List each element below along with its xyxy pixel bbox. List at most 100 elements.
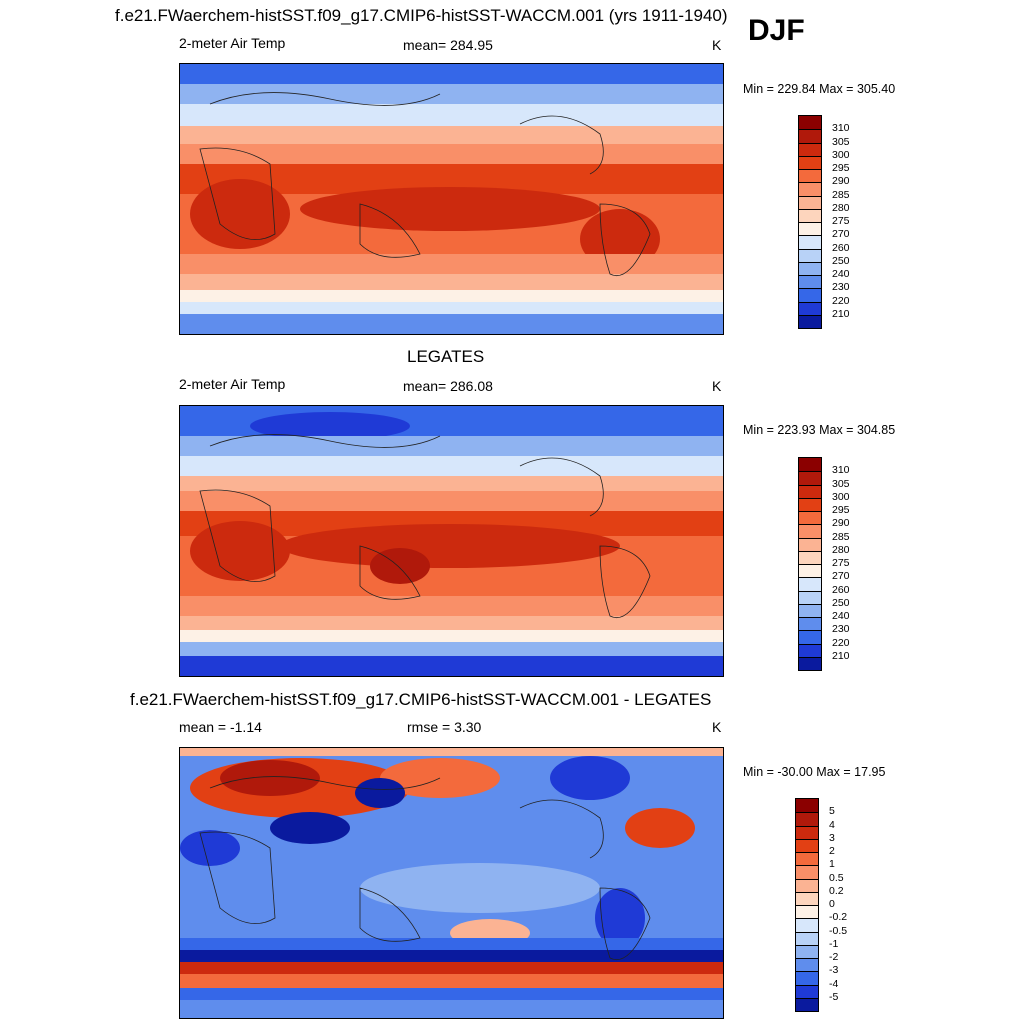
panel-title: f.e21.FWaerchem-histSST.f09_g17.CMIP6-hi…: [115, 6, 728, 25]
colorbar-tick-label: 290: [832, 175, 850, 188]
colorbar-tick-label: 5: [829, 805, 835, 818]
min-max-label: Min = -30.00 Max = 17.95: [743, 765, 886, 779]
map-panel-difference: [179, 747, 724, 1019]
colorbar-tick-label: 4: [829, 818, 835, 831]
colorbar-tick-label: 290: [832, 517, 850, 530]
map-panel-observed: [179, 405, 724, 677]
colorbar-tick-label: -5: [829, 990, 839, 1003]
colorbar-swatch: [799, 314, 821, 328]
colorbar-swatch: [799, 301, 821, 315]
units-label: K: [712, 37, 722, 53]
colorbar-tick-label: 240: [832, 268, 850, 280]
colorbar-tick-label: 0.2: [829, 884, 844, 897]
colorbar-swatch: [799, 497, 821, 511]
colorbar-swatch: [799, 656, 821, 670]
colorbar-tick-label: 210: [832, 649, 850, 662]
mean-label: mean = -1.14: [179, 719, 262, 735]
colorbar-swatch: [799, 564, 821, 578]
colorbar-swatch: [799, 116, 821, 130]
colorbar-difference: [795, 798, 819, 1012]
colorbar-tick-label: 275: [832, 557, 850, 569]
mean-label: mean= 286.08: [403, 378, 493, 394]
colorbar-swatch: [799, 617, 821, 631]
colorbar-tick-label: -1: [829, 937, 839, 950]
colorbar-tick-label: 3: [829, 831, 835, 844]
colorbar-tick-label: -4: [829, 977, 839, 990]
colorbar-swatch: [799, 208, 821, 222]
colorbar-model: [798, 115, 822, 329]
panel-title: LEGATES: [407, 347, 485, 366]
units-label: K: [712, 719, 722, 735]
colorbar-swatch: [796, 971, 818, 985]
min-max-label: Min = 223.93 Max = 304.85: [743, 423, 896, 437]
season-label: DJF: [748, 14, 805, 47]
colorbar-swatch: [799, 155, 821, 169]
colorbar-swatch: [799, 484, 821, 498]
colorbar-swatch: [796, 838, 818, 852]
colorbar-tick-label: 270: [832, 570, 850, 583]
variable-label: 2-meter Air Temp: [179, 35, 286, 51]
mean-label: mean= 284.95: [403, 37, 493, 53]
difference-map: [180, 748, 723, 1018]
colorbar-tick-label: -0.5: [829, 924, 848, 937]
colorbar-tick-label: 2: [829, 845, 835, 857]
colorbar-tick-label: 275: [832, 215, 850, 227]
colorbar-tick-label: 220: [832, 294, 850, 307]
colorbar-swatch: [799, 261, 821, 275]
colorbar-tick-label: 300: [832, 490, 850, 503]
colorbar-tick-label: 260: [832, 583, 850, 596]
colorbar-swatch: [796, 984, 818, 998]
colorbar-tick-label: 210: [832, 307, 850, 320]
colorbar-tick-label: 230: [832, 623, 850, 636]
colorbar-tick-label: 1: [829, 858, 835, 871]
colorbar-swatch: [799, 288, 821, 302]
colorbar-tick-label: 260: [832, 241, 850, 254]
colorbar-swatch: [796, 918, 818, 932]
colorbar-swatch: [796, 958, 818, 972]
colorbar-tick-label: 310: [832, 122, 850, 135]
colorbar-swatch: [799, 550, 821, 564]
colorbar-tick-label: -3: [829, 964, 839, 977]
colorbar-tick-label: 240: [832, 610, 850, 622]
colorbar-tick-label: -2: [829, 951, 839, 963]
colorbar-swatch: [796, 852, 818, 866]
colorbar-tick-label: 285: [832, 188, 850, 201]
colorbar-swatch: [796, 944, 818, 958]
temperature-map-model: [180, 64, 723, 334]
colorbar-tick-label: 300: [832, 148, 850, 161]
rmse-label: rmse = 3.30: [407, 719, 482, 735]
colorbar-tick-label: 305: [832, 477, 850, 490]
colorbar-tick-label: 220: [832, 636, 850, 649]
panel-title: f.e21.FWaerchem-histSST.f09_g17.CMIP6-hi…: [130, 690, 712, 709]
colorbar-swatch: [799, 195, 821, 209]
colorbar-swatch: [799, 471, 821, 485]
colorbar-tick-label: 0.5: [829, 871, 844, 884]
colorbar-tick-label: 250: [832, 596, 850, 609]
colorbar-tick-label: 280: [832, 543, 850, 556]
colorbar-observed: [798, 457, 822, 671]
colorbar-swatch: [799, 248, 821, 262]
colorbar-swatch: [799, 511, 821, 525]
colorbar-swatch: [796, 878, 818, 892]
colorbar-swatch: [799, 142, 821, 156]
colorbar-tick-label: 310: [832, 464, 850, 477]
colorbar-tick-label: -0.2: [829, 911, 848, 924]
colorbar-tick-label: 250: [832, 254, 850, 267]
colorbar-swatch: [799, 458, 821, 472]
variable-label: 2-meter Air Temp: [179, 376, 286, 392]
colorbar-swatch: [799, 182, 821, 196]
colorbar-tick-label: 285: [832, 530, 850, 543]
colorbar-swatch: [796, 825, 818, 839]
colorbar-swatch: [796, 891, 818, 905]
colorbar-swatch: [796, 865, 818, 879]
colorbar-swatch: [796, 931, 818, 945]
colorbar-swatch: [799, 643, 821, 657]
colorbar-swatch: [796, 997, 818, 1011]
colorbar-swatch: [799, 524, 821, 538]
colorbar-swatch: [799, 537, 821, 551]
colorbar-tick-label: 270: [832, 228, 850, 241]
colorbar-swatch: [799, 169, 821, 183]
colorbar-swatch: [799, 630, 821, 644]
colorbar-tick-label: 0: [829, 898, 835, 910]
colorbar-swatch: [799, 235, 821, 249]
